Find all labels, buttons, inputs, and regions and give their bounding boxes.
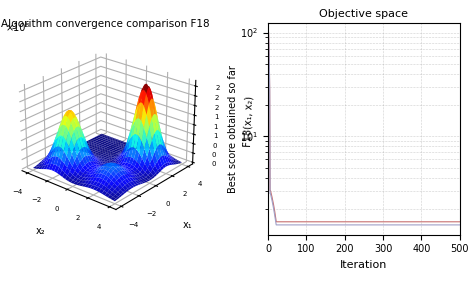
X-axis label: x₂: x₂: [36, 227, 45, 237]
Title: Algorithm convergence comparison F18: Algorithm convergence comparison F18: [1, 19, 210, 29]
HGDGWO: [453, 223, 458, 227]
GWO: [273, 220, 279, 223]
GWO: [370, 220, 375, 223]
GWO: [358, 220, 364, 223]
GWO: [266, 31, 272, 34]
HGDGWO: [423, 223, 428, 227]
Line: GWO: GWO: [269, 33, 460, 222]
HGDGWO: [380, 223, 385, 227]
GWO: [357, 220, 363, 223]
Text: ×10⁸: ×10⁸: [6, 23, 30, 33]
GWO: [423, 220, 428, 223]
HGDGWO: [457, 223, 463, 227]
Line: HGDGWO: HGDGWO: [269, 33, 460, 225]
GWO: [457, 220, 463, 223]
Y-axis label: Best score obtained so far: Best score obtained so far: [228, 65, 237, 193]
HGDGWO: [266, 31, 272, 34]
Title: Objective space: Objective space: [319, 9, 409, 19]
HGDGWO: [358, 223, 364, 227]
GWO: [380, 220, 385, 223]
X-axis label: Iteration: Iteration: [340, 260, 388, 270]
GWO: [453, 220, 458, 223]
Y-axis label: x₁: x₁: [182, 220, 192, 230]
HGDGWO: [357, 223, 363, 227]
HGDGWO: [370, 223, 375, 227]
HGDGWO: [273, 223, 279, 227]
